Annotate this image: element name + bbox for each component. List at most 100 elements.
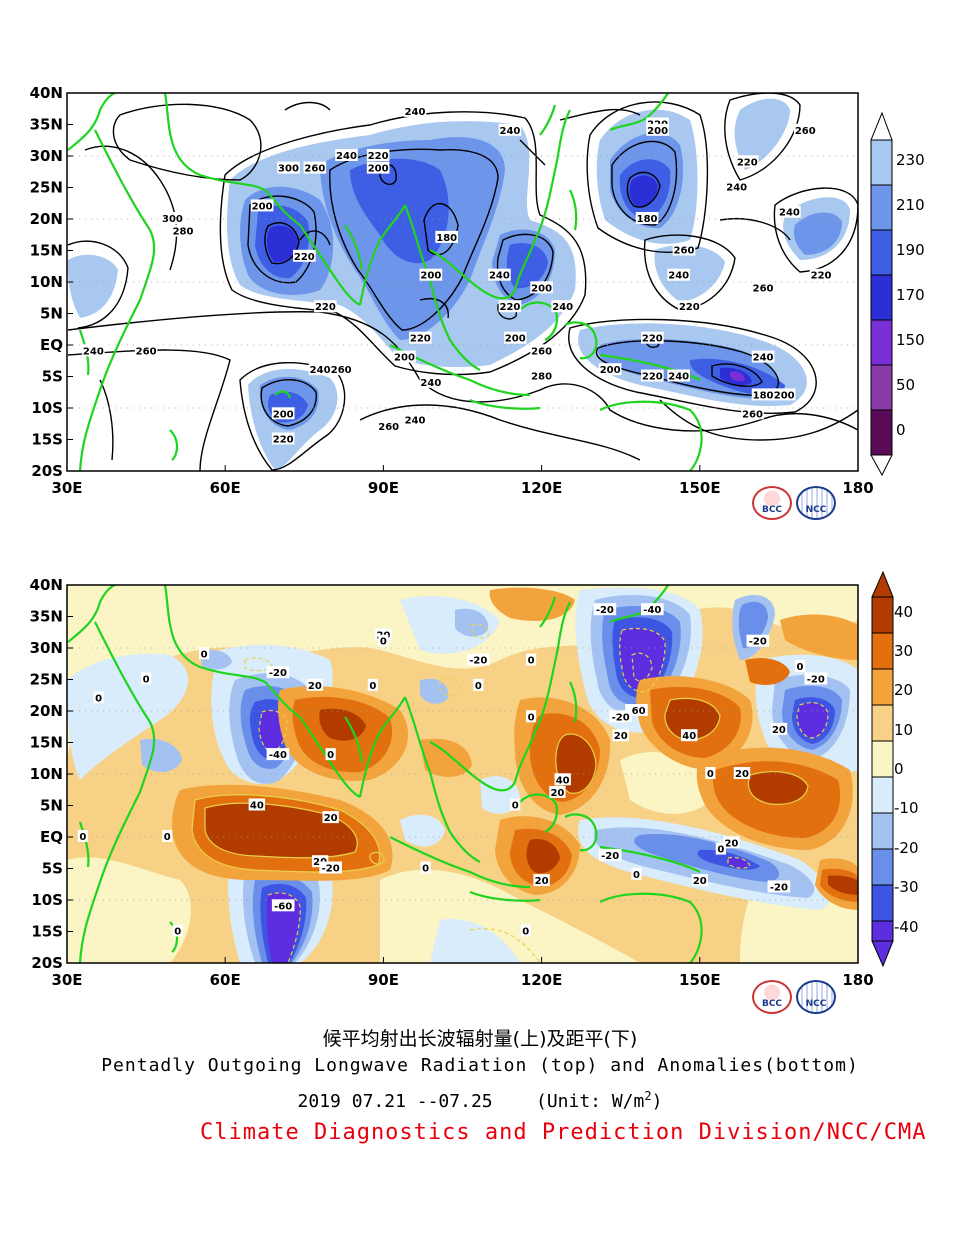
figure-title-english: Pentadly Outgoing Longwave Radiation (to… bbox=[101, 1055, 859, 1076]
bottom-lat-axis: 40N 35N 30N 25N 20N 15N 10N 5N EQ 5S 10S 15S 20S bbox=[30, 576, 73, 972]
lon-tick-label: 30E bbox=[51, 479, 82, 497]
contour-label-bg bbox=[677, 300, 701, 313]
contour-label: 220 bbox=[410, 334, 431, 345]
contour-label-bg bbox=[723, 836, 740, 849]
contour-label-bg bbox=[746, 634, 770, 647]
contour-label-bg bbox=[725, 180, 749, 193]
figure-title-chinese: 候平均射出长波辐射量(上)及距平(下) bbox=[322, 1028, 638, 1050]
contour-label-bg bbox=[248, 798, 266, 811]
lon-tick-label: 150E bbox=[679, 971, 721, 989]
bottom-cbar-label: 30 bbox=[894, 642, 913, 660]
lat-tick-label: 10N bbox=[30, 765, 63, 783]
ncc-logo-text: NCC bbox=[805, 505, 827, 515]
contour-label-bg bbox=[715, 842, 726, 855]
contour-label: -60 bbox=[274, 901, 292, 912]
contour-label-bg bbox=[609, 710, 632, 723]
contour-label-bg bbox=[667, 369, 691, 382]
contour-label-bg bbox=[593, 603, 617, 616]
contour-label: 260 bbox=[674, 246, 695, 257]
top-colorbar-cap-low bbox=[870, 454, 893, 477]
contour-label-bg bbox=[377, 419, 400, 432]
bottom-colorbar: 40 30 20 10 0 -10 -20 -30 -40 bbox=[871, 570, 919, 968]
contour-label: -60 bbox=[627, 706, 645, 717]
contour-label-bg bbox=[266, 666, 290, 679]
bottom-cbar-bin bbox=[871, 884, 894, 922]
top-contour-labels: 2402402202002603002602402202002202402003… bbox=[82, 104, 833, 446]
top-cbar-label: 170 bbox=[896, 286, 925, 304]
contour-label: 260 bbox=[136, 346, 157, 357]
top-cbar-label: 210 bbox=[896, 196, 925, 214]
top-cbar-label: 150 bbox=[896, 331, 925, 349]
bottom-cbar-bin bbox=[871, 848, 894, 886]
contour-label: -20 bbox=[807, 675, 825, 686]
top-colorbar: 230 210 190 170 150 50 0 bbox=[870, 111, 925, 477]
lon-tick-label: 60E bbox=[210, 479, 241, 497]
contour-label: 0 bbox=[422, 864, 429, 875]
contour-label-bg bbox=[809, 268, 833, 281]
contour-label: 220 bbox=[679, 302, 700, 313]
figure-period-and-unit: 2019 07.21 --07.25 (Unit: W/m2) bbox=[0, 1089, 960, 1112]
contour-label-bg bbox=[598, 848, 622, 861]
contour-label: 240 bbox=[668, 372, 689, 383]
unit-close: ) bbox=[651, 1091, 663, 1112]
contour-label-bg bbox=[378, 634, 389, 647]
contour-label-bg bbox=[793, 123, 817, 136]
lat-tick-label: 15S bbox=[31, 431, 63, 449]
bottom-negative-contours bbox=[244, 623, 829, 963]
contour-label-bg bbox=[667, 268, 691, 281]
contour-label-bg bbox=[646, 123, 669, 136]
lat-tick-label: 40N bbox=[30, 84, 63, 102]
contour-label: 0 bbox=[380, 637, 387, 648]
contour-label: 20 bbox=[550, 788, 564, 799]
top-cbar-bin-150 bbox=[870, 319, 893, 366]
contour-label: -20 bbox=[612, 712, 630, 723]
bcc-logo: BCC bbox=[752, 980, 792, 1014]
top-cbar-bin-190 bbox=[870, 229, 893, 276]
contour-label: 240 bbox=[405, 416, 426, 427]
contour-label: -40 bbox=[269, 750, 287, 761]
contour-label-bg bbox=[551, 300, 574, 313]
bcc-logo: BCC bbox=[752, 486, 792, 520]
contour-label: 0 bbox=[528, 712, 535, 723]
contour-label-bg bbox=[503, 331, 527, 344]
contour-label: 300 bbox=[278, 164, 299, 175]
lon-tick-label: 120E bbox=[521, 479, 563, 497]
lat-tick-label: 40N bbox=[30, 576, 63, 594]
contour-label-bg bbox=[134, 344, 158, 357]
bottom-colorbar-cap-low bbox=[871, 940, 894, 968]
contour-label: 40 bbox=[682, 731, 696, 742]
contour-label-bg bbox=[751, 350, 775, 363]
contour-label-bg bbox=[473, 678, 484, 691]
lon-tick-label: 120E bbox=[521, 971, 563, 989]
contour-label-bg bbox=[322, 811, 339, 824]
contour-label-bg bbox=[498, 123, 522, 136]
contour-label-bg bbox=[672, 243, 696, 256]
contour-label: 240 bbox=[310, 365, 331, 376]
contour-label-bg bbox=[366, 161, 390, 174]
contour-label: 260 bbox=[753, 283, 774, 294]
contour-label: 260 bbox=[304, 164, 325, 175]
lat-tick-label: 5S bbox=[42, 860, 63, 878]
contour-label: 240 bbox=[500, 126, 521, 137]
lat-tick-label: 10S bbox=[31, 399, 63, 417]
contour-label: 260 bbox=[531, 346, 552, 357]
top-shade-level-170 bbox=[266, 175, 752, 386]
contour-label-bg bbox=[303, 161, 327, 174]
contour-label-bg bbox=[82, 344, 105, 357]
lat-tick-label: 15N bbox=[30, 242, 63, 260]
contour-label-bg bbox=[498, 300, 522, 313]
contour-label-bg bbox=[162, 830, 173, 842]
contour-label-bg bbox=[266, 748, 290, 761]
lat-tick-label: 5S bbox=[42, 368, 63, 386]
bottom-cbar-bin bbox=[871, 740, 894, 778]
contour-label-bg bbox=[325, 748, 336, 761]
lat-tick-label: 10S bbox=[31, 891, 63, 909]
contour-label: -20 bbox=[596, 605, 614, 616]
ncc-logo-text: NCC bbox=[805, 999, 827, 1009]
period-text: 2019 07.21 --07.25 bbox=[297, 1091, 493, 1112]
contour-label-bg bbox=[705, 767, 716, 779]
contour-label: 200 bbox=[368, 164, 389, 175]
contour-label: 0 bbox=[201, 649, 208, 660]
top-olr-map: 2402402202002603002602402202002202402003… bbox=[30, 84, 874, 497]
